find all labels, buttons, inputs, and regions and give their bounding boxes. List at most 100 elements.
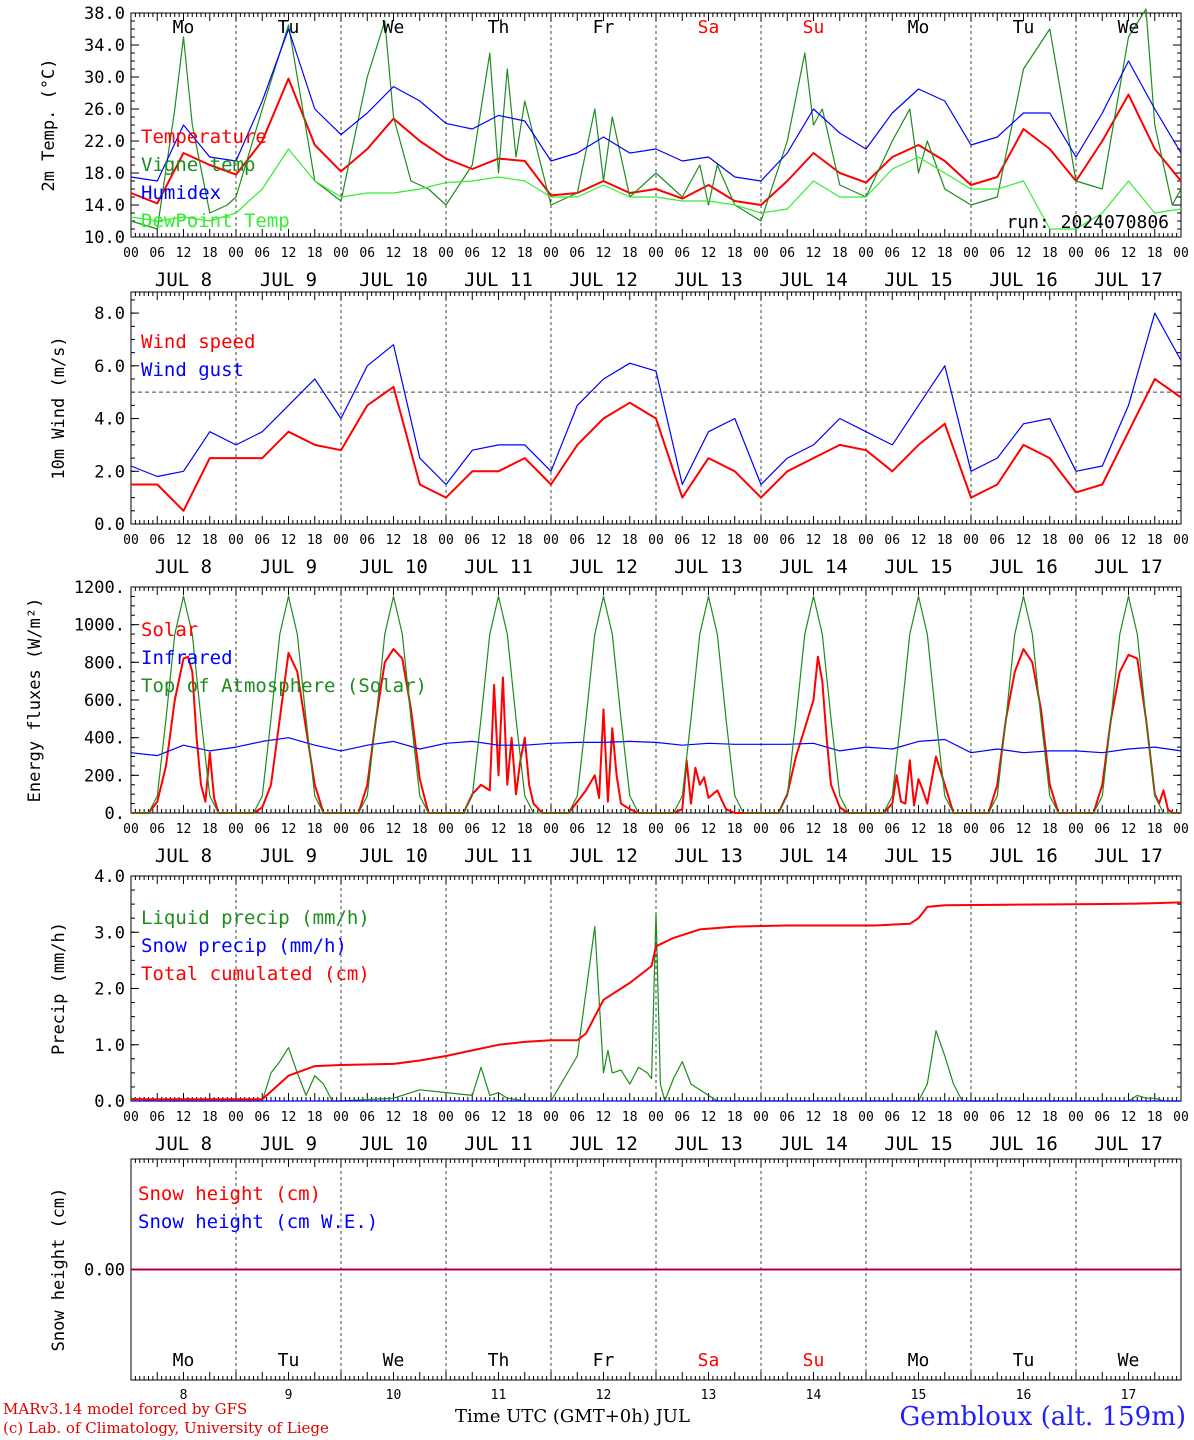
x-hour-label: 00 [648, 533, 664, 548]
series-line-temperature [130, 77, 1182, 206]
x-date-label: JUL 9 [260, 269, 317, 291]
y-tick-label: 400. [84, 729, 125, 749]
x-hour-label: 00 [1068, 822, 1084, 837]
legend-entry: DewPoint Temp [141, 210, 290, 232]
x-hour-label: 06 [1094, 246, 1110, 261]
x-hour-label: 06 [359, 1110, 375, 1125]
x-hour-label: 06 [149, 822, 165, 837]
y-tick-label: 0.0 [94, 515, 125, 535]
y-tick-label: 800. [84, 653, 125, 673]
y-axis-label: Energy fluxes (W/m²) [25, 598, 45, 803]
x-hour-label: 18 [1042, 822, 1058, 837]
day-of-week-label: Mo [173, 1350, 195, 1371]
legend-entry: Humidex [141, 182, 221, 204]
x-hour-label: 06 [674, 246, 690, 261]
legend-entry: Snow height (cm) [138, 1183, 321, 1205]
x-hour-label: 12 [911, 1110, 927, 1125]
x-hour-label: 00 [648, 1110, 664, 1125]
x-hour-label: 00 [438, 246, 454, 261]
x-date-label: JUL 14 [779, 1133, 848, 1155]
x-hour-label: 18 [1147, 246, 1163, 261]
x-date-label: JUL 10 [359, 845, 428, 867]
x-hour-label: 18 [202, 246, 218, 261]
x-hour-label: 18 [832, 822, 848, 837]
x-hour-label: 12 [806, 822, 822, 837]
x-date-label: JUL 17 [1094, 556, 1163, 578]
x-hour-label: 12 [806, 1110, 822, 1125]
x-hour-label: 00 [1068, 533, 1084, 548]
day-of-week-label: We [1118, 17, 1140, 38]
day-of-week-label: Tu [1013, 17, 1035, 38]
plot-frame [130, 12, 1182, 238]
x-date-label: JUL 11 [464, 845, 533, 867]
x-hour-label: 12 [1121, 1110, 1137, 1125]
x-hour-label: 18 [517, 246, 533, 261]
day-of-week-label: Th [488, 1350, 510, 1371]
chart-panel-2: 0.0 2.0 4.0 6.0 8.0 10m Wind (m/s) Wind speed W… [49, 291, 1189, 578]
x-date-label: JUL 14 [779, 845, 848, 867]
x-date-label: JUL 17 [1094, 845, 1163, 867]
x-hour-label: 00 [333, 246, 349, 261]
x-hour-label: 12 [911, 533, 927, 548]
x-day-number: 14 [806, 1388, 822, 1403]
day-of-week-label: Fr [593, 17, 615, 38]
x-hour-label: 00 [963, 533, 979, 548]
x-hour-label: 12 [176, 822, 192, 837]
series-line-dewpoint-temp [130, 148, 1182, 230]
x-hour-label: 00 [543, 533, 559, 548]
y-tick-label: 0. [105, 804, 125, 824]
x-hour-label: 00 [438, 1110, 454, 1125]
y-tick-label: 2.0 [94, 462, 125, 482]
x-hour-label: 12 [701, 822, 717, 837]
series-line-top-of-atmosphere-solar- [131, 595, 1181, 814]
day-of-week-label: Su [803, 17, 825, 38]
x-hour-label: 00 [333, 533, 349, 548]
x-hour-label: 06 [569, 246, 585, 261]
x-hour-label: 06 [464, 246, 480, 261]
x-hour-label: 12 [281, 1110, 297, 1125]
chart-panel-5: 0.00 Snow height (cm) Snow height (cm) Snow… [49, 1158, 1182, 1403]
x-hour-label: 18 [202, 533, 218, 548]
x-hour-label: 12 [596, 1110, 612, 1125]
x-hour-label: 00 [333, 822, 349, 837]
x-hour-label: 12 [1121, 533, 1137, 548]
station-name: Gembloux (alt. 159m) [899, 1402, 1186, 1432]
x-hour-label: 18 [622, 822, 638, 837]
x-hour-label: 06 [149, 1110, 165, 1125]
y-tick-label: 10.0 [84, 228, 125, 248]
x-hour-label: 06 [884, 246, 900, 261]
x-day-number: 13 [701, 1388, 717, 1403]
day-of-week-label: Th [488, 17, 510, 38]
x-hour-label: 18 [832, 1110, 848, 1125]
x-hour-label: 12 [491, 822, 507, 837]
x-date-label: JUL 16 [989, 845, 1058, 867]
x-hour-label: 06 [884, 822, 900, 837]
legend-entry: Temperature [141, 126, 267, 148]
x-hour-label: 00 [123, 246, 139, 261]
day-of-week-label: We [383, 17, 405, 38]
x-hour-label: 12 [1016, 822, 1032, 837]
legend-entry: Solar [141, 619, 198, 641]
x-hour-label: 18 [1147, 822, 1163, 837]
day-of-week-label: Mo [908, 17, 930, 38]
x-hour-label: 06 [359, 822, 375, 837]
x-hour-label: 18 [307, 1110, 323, 1125]
x-hour-label: 00 [1068, 1110, 1084, 1125]
day-of-week-label: Sa [698, 17, 720, 38]
series-line-infrared [130, 737, 1182, 757]
x-hour-label: 12 [806, 533, 822, 548]
x-hour-label: 06 [464, 822, 480, 837]
y-tick-label: 0.0 [94, 1092, 125, 1112]
y-tick-label: 26.0 [84, 100, 125, 120]
day-of-week-label: Tu [1013, 1350, 1035, 1371]
x-hour-label: 00 [858, 1110, 874, 1125]
x-date-label: JUL 11 [464, 1133, 533, 1155]
x-hour-label: 00 [123, 822, 139, 837]
x-hour-label: 06 [254, 822, 270, 837]
x-hour-label: 18 [307, 533, 323, 548]
day-of-week-label: Tu [278, 1350, 300, 1371]
x-hour-label: 18 [1147, 533, 1163, 548]
chart-panel-4: 0.0 1.0 2.0 3.0 4.0 Precip (mm/h) Liquid preci… [49, 867, 1189, 1155]
x-hour-label: 00 [543, 246, 559, 261]
x-hour-label: 00 [753, 533, 769, 548]
